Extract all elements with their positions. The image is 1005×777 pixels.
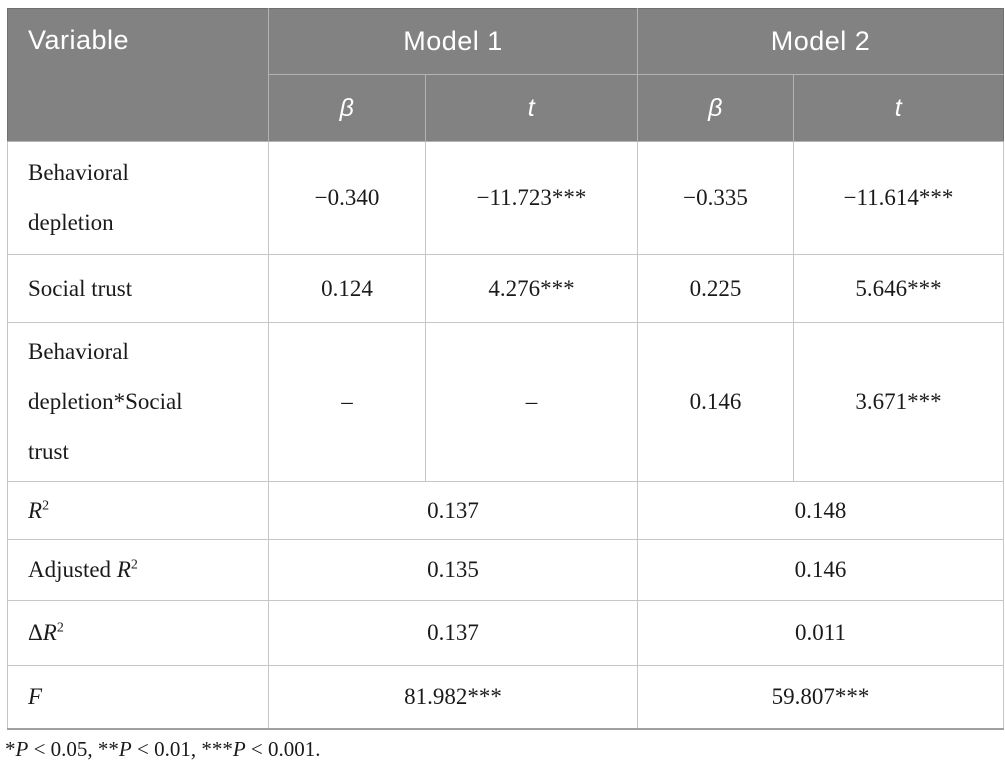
significance-note: *P < 0.05, **P < 0.01, ***P < 0.001. xyxy=(5,737,321,762)
column-header-model2: Model 2 xyxy=(637,8,1004,75)
row-label: R2 xyxy=(7,481,269,540)
table-row-social-trust: Social trust 0.124 4.276*** 0.225 5.646*… xyxy=(7,254,1004,323)
row-label: Behavioral depletion xyxy=(7,141,269,255)
column-header-variable: Variable xyxy=(7,8,269,142)
model1-t-value: −11.723*** xyxy=(425,141,638,255)
column-header-model1: Model 1 xyxy=(268,8,638,75)
table-row-f-statistic: F 81.982*** 59.807*** xyxy=(7,665,1004,730)
regression-results-table: Variable Model 1 Model 2 β t β t Behavio… xyxy=(7,8,1004,730)
table-row-delta-r-squared: ΔR2 0.137 0.011 xyxy=(7,600,1004,666)
table-row-behavioral-depletion: Behavioral depletion −0.340 −11.723*** −… xyxy=(7,141,1004,255)
note-threshold: < 0.001. xyxy=(245,737,321,761)
note-threshold: < 0.05, xyxy=(28,737,98,761)
model2-beta-value: −0.335 xyxy=(637,141,794,255)
model2-t-value: 5.646*** xyxy=(793,254,1004,323)
table-row-interaction: Behavioral depletion*Social trust – – 0.… xyxy=(7,322,1004,482)
model1-beta-value: −0.340 xyxy=(268,141,426,255)
row-label: Behavioral depletion*Social trust xyxy=(7,322,269,482)
row-label: F xyxy=(7,665,269,730)
model2-value: 0.146 xyxy=(637,539,1004,601)
model1-t-value: 4.276*** xyxy=(425,254,638,323)
table-body: Behavioral depletion −0.340 −11.723*** −… xyxy=(7,141,1004,730)
note-p-symbol: P xyxy=(15,737,29,761)
table-header: Variable Model 1 Model 2 β t β t xyxy=(7,8,1004,142)
stat-symbol: R xyxy=(42,620,57,645)
model2-beta-value: 0.225 xyxy=(637,254,794,323)
model1-beta-value: – xyxy=(268,322,426,482)
note-asterisk: ** xyxy=(97,737,119,761)
note-p-symbol: P xyxy=(118,737,132,761)
model2-t-value: 3.671*** xyxy=(793,322,1004,482)
table-row-adjusted-r-squared: Adjusted R2 0.135 0.146 xyxy=(7,539,1004,601)
row-label: Adjusted R2 xyxy=(7,539,269,601)
column-header-model1-beta: β xyxy=(268,74,426,142)
stat-superscript: 2 xyxy=(56,620,64,636)
note-asterisk: *** xyxy=(201,737,233,761)
column-header-model2-t: t xyxy=(793,74,1004,142)
note-p-symbol: P xyxy=(232,737,246,761)
column-header-model1-t: t xyxy=(425,74,638,142)
stat-symbol: R xyxy=(28,497,43,523)
table-row-r-squared: R2 0.137 0.148 xyxy=(7,481,1004,540)
model2-value: 0.011 xyxy=(637,600,1004,666)
column-header-model2-beta: β xyxy=(637,74,794,142)
row-label: ΔR2 xyxy=(7,600,269,666)
model2-beta-value: 0.146 xyxy=(637,322,794,482)
header-row-models: Variable Model 1 Model 2 xyxy=(7,8,1004,142)
model1-value: 81.982*** xyxy=(268,665,638,730)
model2-t-value: −11.614*** xyxy=(793,141,1004,255)
stat-symbol: F xyxy=(28,683,43,709)
model1-beta-value: 0.124 xyxy=(268,254,426,323)
stat-prefix: Δ xyxy=(28,620,43,645)
model2-value: 59.807*** xyxy=(637,665,1004,730)
stat-superscript: 2 xyxy=(130,557,138,573)
model1-t-value: – xyxy=(425,322,638,482)
stat-superscript: 2 xyxy=(42,497,50,513)
model1-value: 0.137 xyxy=(268,600,638,666)
model1-value: 0.135 xyxy=(268,539,638,601)
note-threshold: < 0.01, xyxy=(131,737,202,761)
row-label: Social trust xyxy=(7,254,269,323)
note-asterisk: * xyxy=(5,737,16,761)
model1-value: 0.137 xyxy=(268,481,638,540)
stat-symbol: R xyxy=(116,557,131,582)
stat-prefix: Adjusted xyxy=(28,557,117,582)
model2-value: 0.148 xyxy=(637,481,1004,540)
header-row-statistics: β t β t xyxy=(8,74,1004,142)
